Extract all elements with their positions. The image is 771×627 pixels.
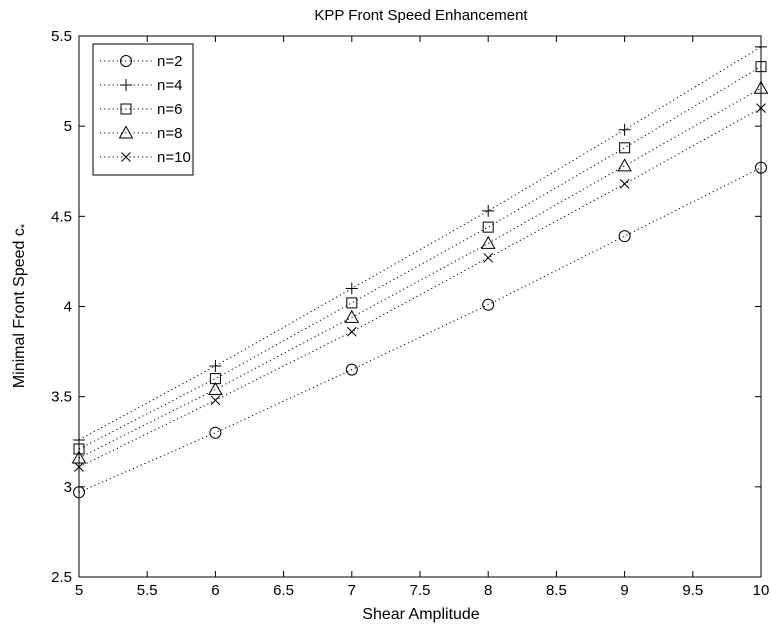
- data-point-circle: [755, 161, 767, 174]
- data-point-triangle: [208, 381, 223, 395]
- x-tick-label: 5.5: [137, 582, 158, 599]
- series-layer: [71, 40, 769, 499]
- y-tick-label: 3: [64, 479, 72, 496]
- x-tick-label: 8: [484, 582, 492, 599]
- x-tick-label: 5: [75, 582, 83, 599]
- series-n-4: [73, 40, 767, 446]
- legend-label: n=6: [157, 101, 182, 118]
- data-point-plus: [209, 360, 222, 373]
- legend-marker-square: [120, 103, 132, 115]
- data-point-triangle: [480, 235, 496, 249]
- legend-item: n=10: [100, 149, 191, 166]
- legend: n=2 n=4 n=6 n=8 n=10: [92, 43, 194, 176]
- series-n-10: [74, 103, 766, 472]
- data-point-plus: [755, 40, 767, 53]
- data-point-triangle: [753, 80, 769, 94]
- series-line: [78, 167, 762, 493]
- data-point-circle: [482, 298, 495, 311]
- legend-marker-x: [121, 152, 131, 162]
- data-point-triangle: [71, 450, 87, 464]
- data-point-square: [619, 142, 631, 154]
- data-point-circle: [209, 426, 222, 439]
- x-tick-label: 7.5: [410, 582, 431, 599]
- data-point-circle: [345, 363, 358, 376]
- data-point-plus: [345, 282, 358, 295]
- legend-marker-plus: [120, 79, 132, 91]
- legend-marker-triangle: [118, 125, 134, 139]
- legend-label: n=10: [157, 149, 191, 166]
- series-line: [78, 66, 762, 450]
- x-tick-label: 8.5: [546, 582, 567, 599]
- data-point-x: [483, 252, 494, 263]
- x-tick-label: 6: [211, 582, 219, 599]
- x-axis: 5 5.5 6 6.5 7 7.5 8 8.5 9 9.5 10: [75, 36, 770, 599]
- legend-item: n=8: [100, 125, 182, 142]
- data-point-x: [210, 395, 221, 406]
- data-point-x: [756, 103, 766, 113]
- y-axis-label-subscript: *: [19, 223, 31, 228]
- legend-item: n=4: [100, 77, 182, 94]
- data-point-square: [73, 443, 85, 455]
- chart-title: KPP Front Speed Enhancement: [314, 7, 528, 24]
- y-tick-label: 5: [64, 118, 72, 135]
- y-axis: 2.5 3 3.5 4 4.5 5 5.5: [51, 28, 761, 586]
- data-point-triangle: [617, 158, 632, 172]
- data-point-plus: [618, 123, 631, 136]
- series-n-8: [71, 80, 769, 464]
- legend-item: n=2: [100, 53, 182, 70]
- y-tick-label: 4: [64, 299, 72, 316]
- legend-item: n=6: [100, 101, 182, 118]
- y-tick-label: 4.5: [51, 208, 72, 225]
- series-line: [78, 107, 762, 468]
- data-point-square: [346, 297, 358, 309]
- x-tick-label: 7: [348, 582, 356, 599]
- x-tick-label: 9.5: [682, 582, 703, 599]
- x-tick-label: 9: [620, 582, 628, 599]
- x-axis-label: Shear Amplitude: [362, 606, 480, 623]
- data-point-plus: [482, 204, 495, 217]
- y-tick-label: 5.5: [51, 28, 72, 45]
- data-point-x: [619, 179, 630, 189]
- y-tick-label: 2.5: [51, 569, 72, 586]
- y-tick-label: 3.5: [51, 389, 72, 406]
- data-point-triangle: [344, 309, 360, 323]
- data-point-square: [482, 221, 494, 233]
- legend-label: n=4: [157, 77, 182, 94]
- data-point-x: [74, 462, 84, 472]
- x-tick-label: 6.5: [273, 582, 294, 599]
- y-axis-label-main: Minimal Front Speed c: [11, 228, 28, 388]
- legend-marker-circle: [120, 55, 132, 67]
- data-point-circle: [618, 230, 631, 243]
- data-point-circle: [73, 486, 85, 499]
- y-axis-label: Minimal Front Speed c*: [11, 223, 31, 388]
- x-tick-label: 10: [753, 582, 770, 599]
- data-point-x: [346, 326, 357, 337]
- legend-label: n=8: [157, 125, 182, 142]
- data-point-square: [755, 61, 767, 73]
- series-n-2: [73, 161, 767, 499]
- legend-label: n=2: [157, 53, 182, 70]
